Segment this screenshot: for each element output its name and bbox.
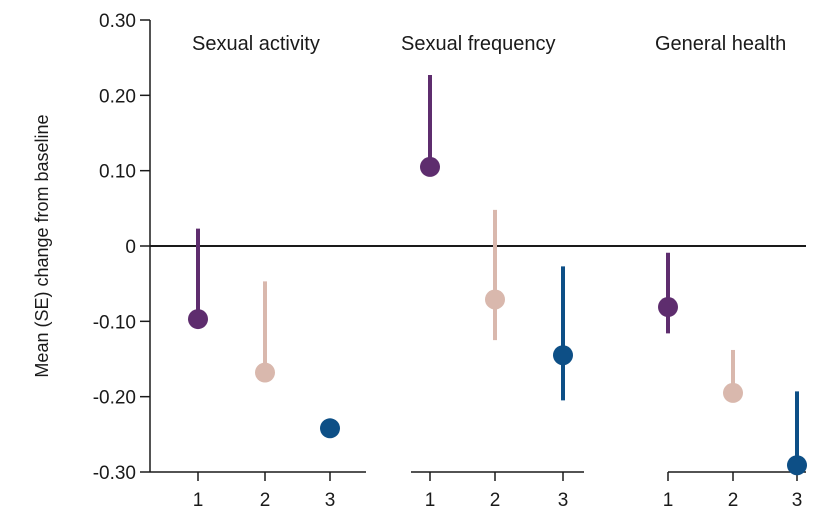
data-point-group-1 bbox=[658, 297, 678, 318]
y-tick-label: 0.30 bbox=[99, 11, 136, 32]
x-tick-label: 1 bbox=[663, 490, 674, 511]
panel-title: General health bbox=[655, 33, 786, 55]
data-point-group-1 bbox=[188, 309, 208, 330]
y-axis-title: Mean (SE) change from baseline bbox=[32, 114, 52, 377]
x-tick-label: 2 bbox=[728, 490, 739, 511]
panel-1: Sexual activity 1 2 3 bbox=[150, 33, 366, 511]
y-tick-label: 0.10 bbox=[99, 162, 136, 183]
y-tick-label: -0.10 bbox=[93, 312, 136, 333]
y-tick-label: 0.20 bbox=[99, 86, 136, 107]
data-point-group-3 bbox=[553, 345, 573, 366]
data-point-group-2 bbox=[485, 289, 505, 310]
y-axis: 0.30 0.20 0.10 0 -0.10 -0.20 -0.30 bbox=[93, 11, 151, 484]
x-tick-label: 3 bbox=[792, 490, 803, 511]
data-point-group-2 bbox=[255, 362, 275, 383]
x-tick-label: 1 bbox=[425, 490, 436, 511]
x-tick-label: 3 bbox=[325, 490, 336, 511]
x-tick-label: 3 bbox=[558, 490, 569, 511]
y-tick-label: -0.20 bbox=[93, 388, 136, 409]
panel-3: General health 1 2 3 bbox=[655, 33, 807, 511]
data-point-group-1 bbox=[420, 156, 440, 177]
y-tick-label: -0.30 bbox=[93, 463, 136, 484]
panel-title: Sexual frequency bbox=[401, 33, 556, 55]
data-point-group-2 bbox=[723, 382, 743, 403]
data-point-group-3 bbox=[787, 455, 807, 476]
panel-2: Sexual frequency 1 2 3 bbox=[401, 33, 584, 511]
x-tick-label: 2 bbox=[490, 490, 501, 511]
x-tick-label: 2 bbox=[260, 490, 271, 511]
y-tick-label: 0 bbox=[125, 237, 136, 258]
data-point-group-3 bbox=[320, 418, 340, 439]
x-tick-label: 1 bbox=[193, 490, 204, 511]
panel-title: Sexual activity bbox=[192, 33, 320, 55]
